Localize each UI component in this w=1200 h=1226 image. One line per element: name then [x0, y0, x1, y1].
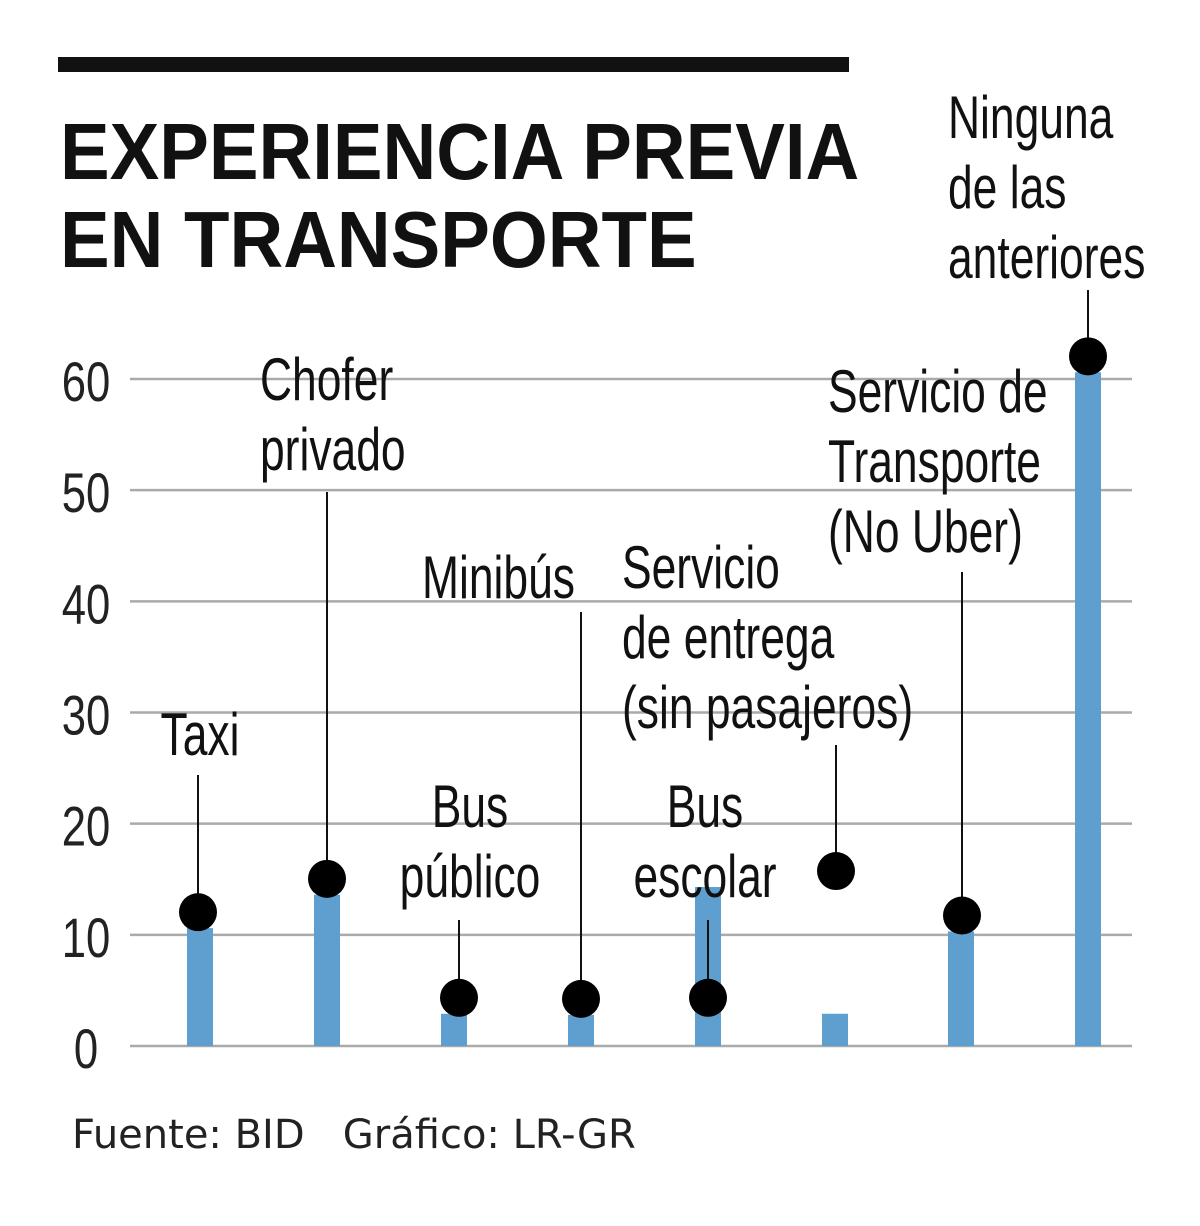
category-label: Servicio — [622, 535, 780, 602]
data-point-dot — [817, 852, 855, 891]
data-point-dot — [440, 978, 478, 1017]
y-tick-label: 50 — [62, 462, 111, 524]
bar — [314, 894, 340, 1046]
category-label: privado — [260, 417, 406, 484]
source-footer: Fuente: BID Gráfico: LR-GR — [72, 1112, 636, 1158]
bar — [1075, 372, 1101, 1047]
category-label: Servicio de — [828, 359, 1048, 426]
data-point-dot — [689, 978, 727, 1017]
category-label: (No Uber) — [828, 499, 1023, 566]
category-label: anteriores — [948, 225, 1145, 292]
y-tick-label: 40 — [62, 573, 111, 635]
category-label: Taxi — [161, 702, 240, 769]
top-rule — [58, 57, 849, 72]
data-point-dot — [943, 896, 981, 935]
category-label: Bus — [667, 774, 743, 841]
data-point-dot — [562, 979, 600, 1018]
y-tick-label: 10 — [62, 907, 111, 969]
category-label: Minibús — [422, 545, 575, 612]
chart-title: EXPERIENCIA PREVIA EN TRANSPORTE — [60, 107, 860, 284]
bar — [948, 931, 974, 1046]
category-label: público — [400, 844, 541, 911]
category-label: (sin pasajeros) — [622, 675, 913, 742]
category-label: de las — [948, 155, 1066, 222]
y-tick-label: 30 — [62, 684, 111, 746]
category-label: Bus — [432, 774, 508, 841]
bar — [822, 1013, 848, 1046]
category-label: Transporte — [828, 429, 1041, 496]
category-label: escolar — [633, 844, 776, 911]
bar — [441, 1013, 467, 1046]
category-label: de entrega — [622, 605, 835, 672]
y-tick-label: 60 — [62, 351, 111, 413]
y-tick-label: 20 — [62, 795, 111, 857]
bar — [568, 1014, 594, 1046]
data-point-dot — [1069, 337, 1107, 376]
data-point-dot — [179, 893, 217, 932]
data-point-dot — [308, 859, 346, 898]
category-label: Chofer — [260, 347, 393, 414]
category-label: Ninguna — [948, 85, 1114, 152]
y-tick-label: 0 — [74, 1018, 98, 1080]
bar — [187, 928, 213, 1046]
